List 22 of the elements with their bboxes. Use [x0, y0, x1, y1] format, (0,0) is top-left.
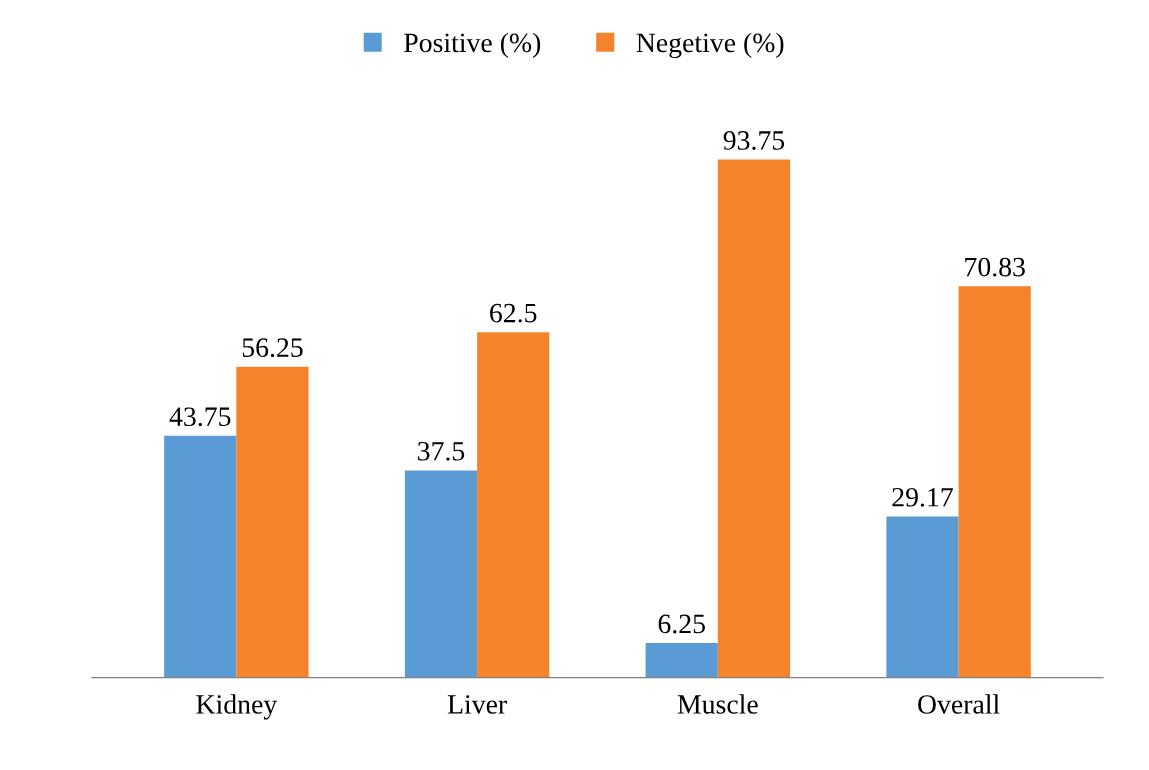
bar	[477, 332, 550, 678]
legend-label: Positive (%)	[404, 32, 541, 58]
data-label: 43.75	[169, 407, 231, 427]
data-label: 37.5	[418, 441, 465, 461]
bar	[164, 435, 237, 678]
bar	[236, 366, 309, 678]
x-tick-label: Overall	[918, 694, 1000, 714]
data-label: 62.5	[490, 303, 537, 323]
bar	[886, 516, 959, 678]
data-label: 6.25	[658, 614, 705, 634]
bar	[717, 159, 791, 678]
bar	[645, 643, 718, 678]
data-label: 93.75	[723, 131, 785, 150]
data-label: 29.17	[892, 487, 953, 507]
x-tick-label: Muscle	[677, 694, 758, 714]
legend-label: Negetive (%)	[636, 32, 784, 58]
data-label: 56.25	[242, 338, 303, 358]
bar	[958, 286, 1031, 678]
x-tick-label: Kidney	[196, 694, 278, 720]
x-tick-label: Liver	[447, 695, 507, 714]
bar	[404, 470, 478, 678]
data-label: 70.83	[965, 257, 1025, 277]
